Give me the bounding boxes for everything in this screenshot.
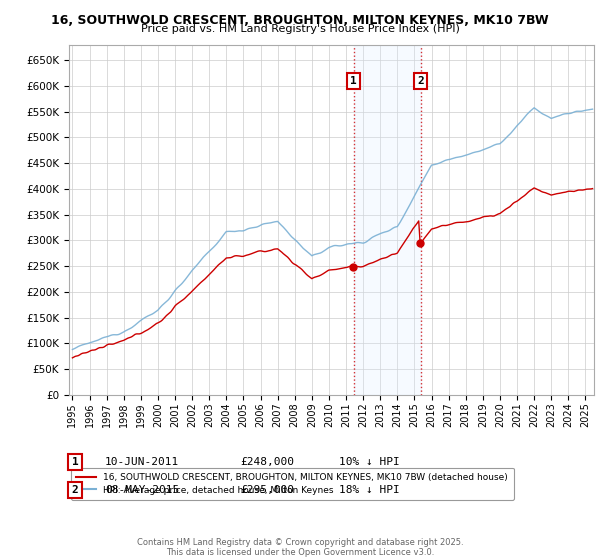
Text: 18% ↓ HPI: 18% ↓ HPI: [339, 485, 400, 495]
Text: 1: 1: [71, 457, 79, 467]
Text: 10-JUN-2011: 10-JUN-2011: [105, 457, 179, 467]
Text: 2: 2: [417, 76, 424, 86]
Text: Price paid vs. HM Land Registry's House Price Index (HPI): Price paid vs. HM Land Registry's House …: [140, 24, 460, 34]
Legend: 16, SOUTHWOLD CRESCENT, BROUGHTON, MILTON KEYNES, MK10 7BW (detached house), HPI: 16, SOUTHWOLD CRESCENT, BROUGHTON, MILTO…: [71, 468, 514, 500]
Text: 08-MAY-2015: 08-MAY-2015: [105, 485, 179, 495]
Text: 16, SOUTHWOLD CRESCENT, BROUGHTON, MILTON KEYNES, MK10 7BW: 16, SOUTHWOLD CRESCENT, BROUGHTON, MILTO…: [51, 14, 549, 27]
Text: 2: 2: [71, 485, 79, 495]
Text: £295,000: £295,000: [240, 485, 294, 495]
Text: 1: 1: [350, 76, 357, 86]
Text: 10% ↓ HPI: 10% ↓ HPI: [339, 457, 400, 467]
Text: £248,000: £248,000: [240, 457, 294, 467]
Text: Contains HM Land Registry data © Crown copyright and database right 2025.
This d: Contains HM Land Registry data © Crown c…: [137, 538, 463, 557]
Bar: [353, 45, 421, 395]
